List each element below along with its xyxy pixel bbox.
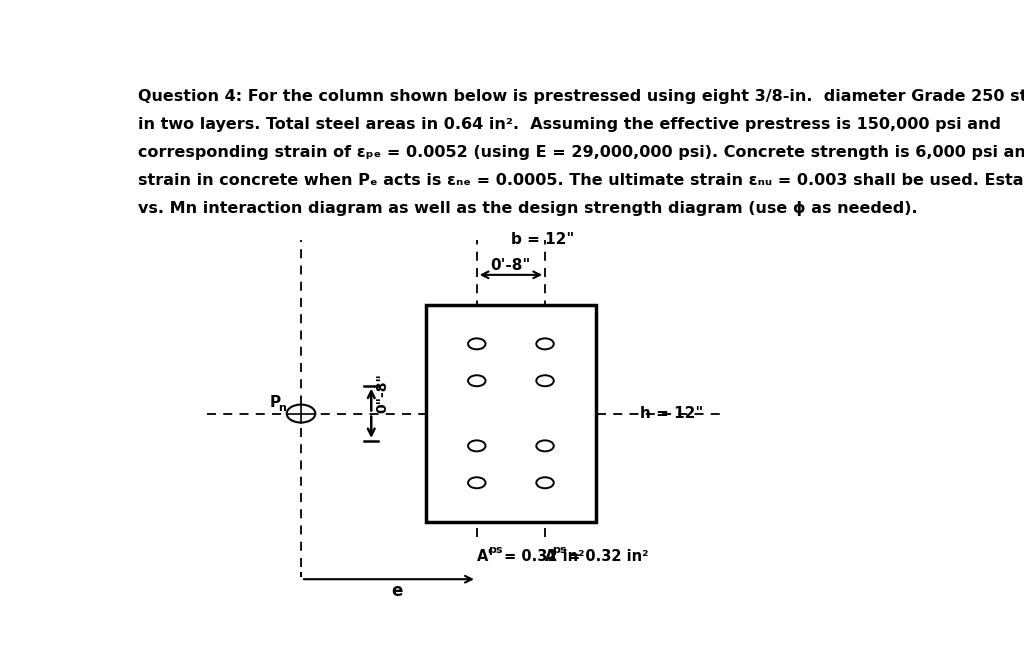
Circle shape xyxy=(537,375,554,386)
Circle shape xyxy=(468,478,485,488)
Text: in two layers. Total steel areas in 0.64 in².  Assuming the effective prestress : in two layers. Total steel areas in 0.64… xyxy=(137,117,1000,132)
Text: n: n xyxy=(279,403,286,413)
Text: P: P xyxy=(269,395,281,410)
Text: = 0.32 in²: = 0.32 in² xyxy=(499,550,585,564)
Text: A: A xyxy=(545,550,556,564)
Text: 0'-8": 0'-8" xyxy=(490,259,531,273)
Text: Question 4: For the column shown below is prestressed using eight 3/8-in.  diame: Question 4: For the column shown below i… xyxy=(137,89,1024,104)
Circle shape xyxy=(468,441,485,452)
Circle shape xyxy=(468,338,485,349)
Bar xyxy=(426,305,596,522)
Circle shape xyxy=(537,478,554,488)
Text: b = 12": b = 12" xyxy=(511,233,574,248)
Text: A': A' xyxy=(477,550,493,564)
Text: strain in concrete when Pₑ acts is εₙₑ = 0.0005. The ultimate strain εₙᵤ = 0.003: strain in concrete when Pₑ acts is εₙₑ =… xyxy=(137,172,1024,187)
Text: h = 12": h = 12" xyxy=(640,406,703,421)
Circle shape xyxy=(287,404,315,422)
Circle shape xyxy=(537,441,554,452)
Text: ps: ps xyxy=(552,545,566,555)
Text: ps: ps xyxy=(487,545,503,555)
Text: corresponding strain of εₚₑ = 0.0052 (using E = 29,000,000 psi). Concrete streng: corresponding strain of εₚₑ = 0.0052 (us… xyxy=(137,145,1024,159)
Text: = 0.32 in²: = 0.32 in² xyxy=(563,550,649,564)
Circle shape xyxy=(537,338,554,349)
Text: vs. Mn interaction diagram as well as the design strength diagram (use ϕ as need: vs. Mn interaction diagram as well as th… xyxy=(137,200,918,216)
Circle shape xyxy=(468,375,485,386)
Text: 0"-8": 0"-8" xyxy=(376,373,389,413)
Text: e: e xyxy=(391,582,402,599)
